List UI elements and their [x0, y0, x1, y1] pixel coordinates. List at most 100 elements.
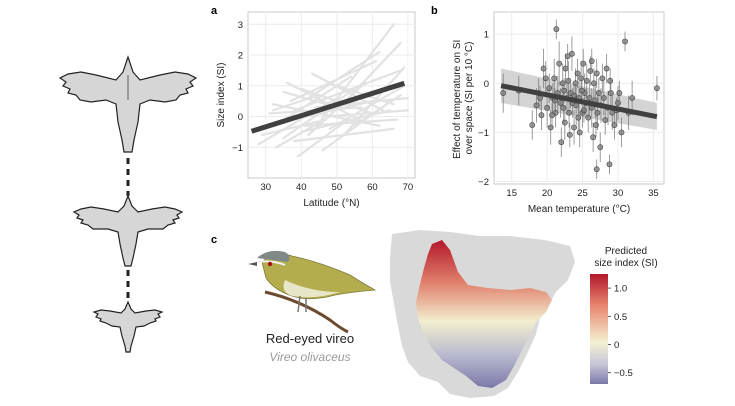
- range-heatmap: [416, 240, 552, 388]
- vireo-legs: [297, 295, 307, 313]
- panel-b-point: [599, 75, 606, 82]
- species-common-name: Red-eyed vireo: [266, 331, 354, 346]
- panel-a-species-line: [296, 121, 346, 158]
- panel-b-point: [607, 77, 614, 84]
- panel-b-point: [549, 112, 555, 119]
- panel-b-fit-line: [500, 83, 658, 120]
- legend-title-line1: Predicted: [605, 246, 647, 257]
- panel-a-xlabel: Latitude (°N): [303, 198, 359, 209]
- legend-color-bar: [590, 274, 608, 384]
- panel-b-xlabel: Mean temperature (°C): [528, 204, 630, 215]
- legend-tick-label: 0: [614, 340, 619, 351]
- panel-b-point: [558, 139, 565, 146]
- panel-b-point: [593, 166, 600, 173]
- panel-b-point: [616, 90, 623, 96]
- panel-b-point: [585, 114, 592, 121]
- panel-b-point: [564, 53, 571, 60]
- vireo-eye: [267, 261, 273, 267]
- panel-b-point: [590, 134, 597, 141]
- panel-b-point: [593, 122, 599, 128]
- panel-a-species-line: [325, 109, 409, 118]
- panel-a-xtick-label: 30: [260, 182, 271, 193]
- panel-b-points: [500, 19, 660, 180]
- panel-b-point: [574, 70, 581, 77]
- panel-b-ytick-label: 0: [484, 79, 489, 90]
- panel-b-point: [588, 58, 595, 65]
- legend-ticks: 1.0 0.5 0 −0.5: [608, 284, 633, 379]
- panel-b-point: [629, 95, 636, 101]
- panel-b-letter: b: [431, 5, 438, 17]
- panel-b-point: [566, 131, 573, 138]
- vireo-beak: [248, 262, 257, 266]
- large-bird-icon: [58, 55, 198, 153]
- panel-a-ytick-label: 2: [238, 51, 243, 62]
- panel-b-point: [611, 122, 618, 128]
- panel-b-ytick-label: −2: [478, 177, 489, 188]
- panel-a-species-line: [353, 93, 402, 127]
- panel-a-xtick-label: 60: [367, 182, 378, 193]
- panel-b-ylabel: Effect of temperature on SI over space (…: [452, 37, 475, 159]
- panel-b-point: [529, 122, 536, 128]
- panel-b-point: [618, 129, 625, 136]
- panel-b-point: [500, 90, 507, 96]
- panel-b-point: [561, 119, 568, 126]
- panel-b-point: [540, 65, 547, 72]
- panel-b-xtick-label: 15: [506, 188, 517, 199]
- panel-b-point: [571, 124, 577, 131]
- vireo-illustration: [248, 250, 377, 334]
- panel-b-point: [551, 75, 558, 82]
- panel-b-chart: 15 20 25 30 35 −2 −1 0 1 Mean temperature (°C) E…: [452, 11, 665, 215]
- panel-b-point: [578, 87, 585, 94]
- panel-b-point: [561, 87, 568, 94]
- panel-a-ytick-label: 0: [238, 112, 243, 123]
- panel-b-point: [597, 144, 604, 151]
- legend-tick-label: −0.5: [614, 368, 633, 379]
- panel-a-fit-line: [250, 80, 406, 134]
- panel-b-point: [607, 90, 614, 96]
- panel-b-ylabel-line2: over space (SI per 10 °C): [464, 42, 475, 155]
- color-legend: Predicted size index (SI) 1.0 0.5 0 −0.5: [590, 246, 658, 384]
- panel-b-fit: [500, 83, 658, 120]
- panel-a-species-line: [342, 66, 406, 137]
- branch: [264, 290, 349, 334]
- panel-b-point: [580, 60, 587, 67]
- panel-a-ticks: 30 40 50 60 70 −1 0 1 2 3: [232, 20, 413, 193]
- panel-b-xtick-label: 35: [648, 188, 659, 199]
- panel-b-point: [538, 112, 545, 119]
- panel-a-xtick-label: 40: [296, 182, 307, 193]
- panel-b-point: [581, 107, 587, 114]
- panel-b-point: [595, 90, 602, 96]
- panel-b-point: [654, 85, 660, 92]
- small-bird-icon: [92, 300, 164, 353]
- panel-b-point: [533, 102, 540, 109]
- panel-b-ytick-label: −1: [478, 128, 489, 139]
- panel-b-point: [569, 50, 575, 57]
- panel-a-fit: [250, 80, 406, 134]
- legend-tick-label: 0.5: [614, 312, 627, 323]
- legend-tick-label: 1.0: [614, 284, 627, 295]
- panel-b-point: [593, 70, 600, 77]
- vireo-eyebrow: [257, 260, 286, 266]
- range-map: [390, 230, 575, 398]
- panel-b-point: [578, 75, 585, 82]
- panel-a-ylabel: Size index (SI): [216, 62, 227, 127]
- panel-b-point: [565, 77, 572, 84]
- panel-b-point: [603, 65, 610, 72]
- panel-b-point: [583, 77, 590, 84]
- panel-b-point: [622, 38, 628, 45]
- panel-b-xtick-label: 25: [577, 188, 588, 199]
- panel-a-species-line: [300, 87, 374, 115]
- panel-b-xtick-label: 30: [613, 188, 624, 199]
- panel-b-point: [575, 114, 582, 121]
- vireo-belly: [283, 280, 340, 298]
- panel-a-ytick-label: 3: [238, 20, 243, 31]
- panel-b-point: [576, 129, 583, 136]
- panel-b-point: [600, 95, 607, 101]
- panel-a-species-line: [289, 60, 378, 103]
- panel-b-point: [586, 95, 593, 101]
- panel-b-point: [542, 75, 549, 82]
- panel-b-xtick-label: 20: [542, 188, 553, 199]
- panel-a-species-line: [271, 93, 321, 112]
- panel-b-point: [544, 104, 551, 111]
